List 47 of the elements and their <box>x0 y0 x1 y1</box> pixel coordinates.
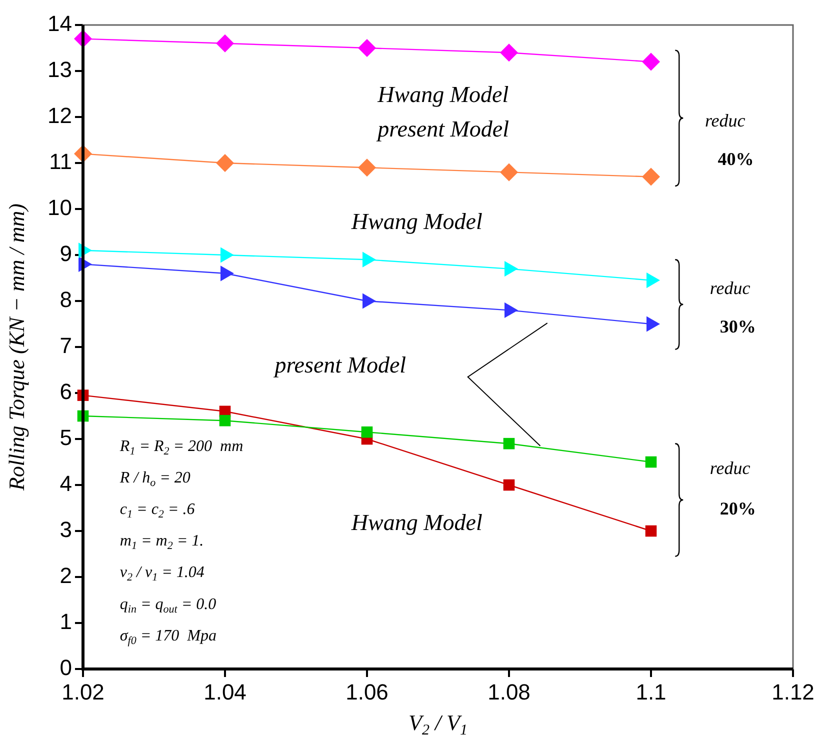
y-tick-label: 8 <box>60 287 72 312</box>
point <box>216 154 234 172</box>
x-tick-label: 1.06 <box>346 679 388 704</box>
point <box>642 52 660 71</box>
y-axis-title: Rolling Torque (KN − mm / mm) <box>4 203 29 492</box>
point <box>645 525 657 537</box>
y-tick-label: 11 <box>49 149 72 174</box>
y-tick-label: 3 <box>60 517 72 542</box>
y-tick-label: 6 <box>60 379 72 404</box>
annotation: present Model <box>376 116 510 142</box>
annotation: reduc <box>710 278 750 298</box>
annotation: 40% <box>718 148 754 169</box>
x-tick-label: 1.08 <box>488 679 530 704</box>
point <box>503 438 515 450</box>
annotation: Hwang Model <box>350 208 482 234</box>
annotation: present Model <box>272 352 406 378</box>
point <box>219 414 231 426</box>
annotation: 30% <box>720 316 756 336</box>
point <box>216 34 234 52</box>
point <box>503 479 515 491</box>
y-tick-label: 10 <box>48 195 72 220</box>
y-tick-label: 1 <box>60 609 72 634</box>
x-tick-label: 1.1 <box>636 679 666 704</box>
y-tick-label: 5 <box>60 425 72 450</box>
y-tick-label: 13 <box>48 57 72 82</box>
x-tick-label: 1.12 <box>772 679 814 704</box>
annotation: reduc <box>704 110 746 130</box>
point <box>500 163 518 182</box>
y-tick-label: 9 <box>60 241 72 266</box>
x-tick-label: 1.04 <box>204 679 246 704</box>
annotation: Hwang Model <box>376 82 509 107</box>
point <box>361 426 373 438</box>
y-tick-label: 2 <box>60 563 72 588</box>
annotation: Hwang Model <box>350 510 482 536</box>
y-tick-label: 4 <box>60 471 72 496</box>
point <box>645 456 657 468</box>
y-tick-label: 7 <box>60 333 72 358</box>
point <box>358 39 376 57</box>
point <box>358 158 376 177</box>
point <box>642 168 660 186</box>
annotation: 20% <box>720 498 756 519</box>
y-tick-label: 12 <box>48 103 72 128</box>
point <box>500 44 518 62</box>
y-tick-label: 14 <box>48 11 72 36</box>
y-tick-label: 0 <box>60 655 72 680</box>
annotation: reduc <box>710 458 750 478</box>
x-tick-label: 1.02 <box>62 679 104 704</box>
